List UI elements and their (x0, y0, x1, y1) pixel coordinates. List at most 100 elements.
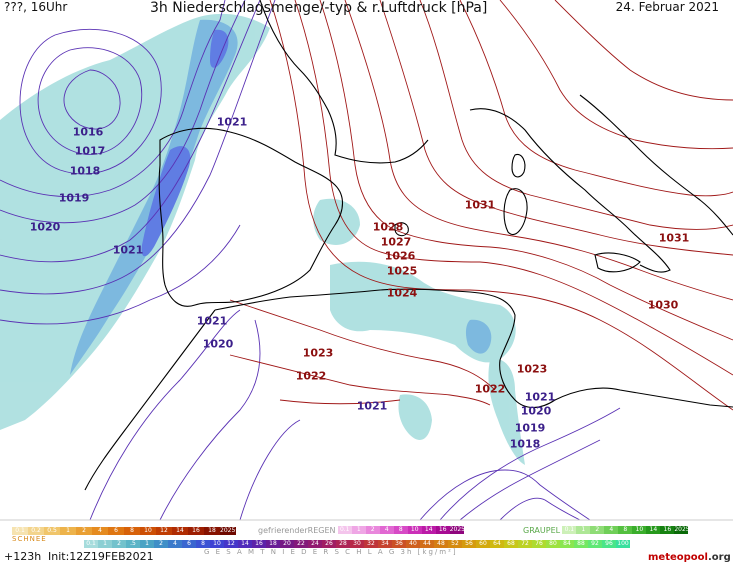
legend-total-label: G E S A M T N I E D E R S C H L A G 3h [… (204, 548, 458, 556)
map-title: 3h Niederschlagsmenge/-typ & r.Luftdruck… (150, 0, 488, 16)
legend-swatch: 100 (616, 540, 630, 548)
sardinia (503, 188, 528, 236)
isobar-label: 1023 (516, 362, 548, 376)
isobar-label: 1024 (386, 286, 418, 300)
legend-swatch: 44 (420, 540, 434, 548)
rain-core (141, 146, 191, 257)
legend-swatch: 40 (406, 540, 420, 548)
legend-swatch: 16 (660, 526, 675, 534)
legend-swatch: 6 (182, 540, 196, 548)
legend-swatch: 8 (393, 526, 408, 534)
legend-swatch: 10 (632, 526, 647, 534)
isobar-label: 1022 (295, 369, 327, 383)
rain-area-libya (488, 359, 525, 465)
isobar-label: 1021 (216, 115, 248, 129)
legend-swatch: 30 (350, 540, 364, 548)
legend-swatch: 18 (266, 540, 280, 548)
legend-swatch: 14 (172, 527, 188, 535)
legend-swatch: 32 (364, 540, 378, 548)
legend-swatch: 1 (576, 526, 591, 534)
legend-swatch: 10 (140, 527, 156, 535)
legend-fzrain: gefrierenderREGEN 0.1 1 2 4 8 10 14 16 2025+ (258, 526, 471, 535)
legend-swatch: 0.5 (44, 527, 60, 535)
legend-swatch: 12 (156, 527, 172, 535)
legend-swatch: 2025+ (220, 527, 241, 535)
isobar-label: 1021 (524, 390, 556, 404)
isobars-high (229, 0, 733, 411)
isobar-label: 1025 (386, 264, 418, 278)
legend-swatch: 1 (351, 526, 366, 534)
rain-area-algeria (465, 319, 492, 354)
legend-swatch: 96 (602, 540, 616, 548)
isobar-label: 1018 (69, 164, 101, 178)
legend-graupel-scale: 0.1 1 2 4 8 10 14 16 2025+ (562, 526, 695, 534)
isobar-label: 1026 (384, 249, 416, 263)
legend-swatch: 60 (476, 540, 490, 548)
legend-swatch: 48 (434, 540, 448, 548)
legend-swatch: 76 (532, 540, 546, 548)
legend-swatch: 16 (188, 527, 204, 535)
isobar-label: 1027 (380, 235, 412, 249)
legend-swatch: 2 (112, 540, 126, 548)
legend-swatch: 84 (560, 540, 574, 548)
legend-fzrain-label: gefrierenderREGEN (258, 526, 336, 535)
legend-swatch: 16 (252, 540, 266, 548)
isobars-low (0, 0, 621, 521)
isobar-label: 1021 (196, 314, 228, 328)
legend-swatch: 0.1 (562, 526, 577, 534)
legend-swatch: 22 (294, 540, 308, 548)
legend-swatch: 14 (421, 526, 436, 534)
legend-graupel: GRAUPEL 0.1 1 2 4 8 10 14 16 2025+ (523, 526, 695, 535)
header-time: ???, 16Uhr (4, 0, 68, 14)
rain-core-2 (210, 29, 229, 68)
legend-swatch: 6 (108, 527, 124, 535)
legend-swatch: 2025+ (449, 526, 471, 534)
africa-coast (214, 288, 733, 409)
isobar-label: 1020 (202, 337, 234, 351)
legend-swatch: 0.1 (12, 527, 28, 535)
isobar-label: 1016 (72, 125, 104, 139)
legend-snow-scale: 0.1 0.2 0.5 1 2 4 6 8 10 12 14 16 18 2025+ (12, 527, 241, 535)
legend-swatch: 0.1 (337, 526, 352, 534)
legend-swatch: 14 (646, 526, 661, 534)
legend-graupel-label: GRAUPEL (523, 526, 561, 535)
legend-swatch: 64 (490, 540, 504, 548)
legend-swatch: 52 (448, 540, 462, 548)
legend-swatch: 80 (546, 540, 560, 548)
isobar-label: 1019 (514, 421, 546, 435)
legend-snow-label: SCHNEE (12, 535, 47, 543)
brand-suffix: .org (707, 552, 731, 563)
legend-swatch: 14 (238, 540, 252, 548)
isobar-label: 1022 (474, 382, 506, 396)
isobar-label: 1017 (74, 144, 106, 158)
legend-swatch: 8 (618, 526, 633, 534)
legend-swatch: 16 (435, 526, 450, 534)
isobar-label: 1020 (29, 220, 61, 234)
legend-swatch: 1 (98, 540, 112, 548)
legend-swatch: 8 (196, 540, 210, 548)
isobar-label: 1028 (372, 220, 404, 234)
brand-name: meteopool (648, 552, 708, 563)
sicily (594, 252, 641, 273)
isobar-label: 1021 (356, 399, 388, 413)
header-date: 24. Februar 2021 (615, 0, 719, 14)
balearics (394, 222, 409, 237)
legend-swatch: 68 (504, 540, 518, 548)
legend-swatch: 2 (365, 526, 380, 534)
rain-area-atlantic-2 (0, 234, 56, 330)
legend-swatch: 88 (574, 540, 588, 548)
legend-swatch: 20 (280, 540, 294, 548)
legend-total: 0.1 1 2.5 1 2 4 6 8 10 12 14 16 18 20 22 24 26 28 30 32 34 36… (84, 540, 630, 556)
isobar-label: 1031 (658, 231, 690, 245)
legend-swatch: 8 (124, 527, 140, 535)
legend-swatch: 4 (168, 540, 182, 548)
coastlines (84, 0, 733, 491)
france-coast (259, 0, 429, 164)
balkan-coast (579, 94, 733, 236)
legend-swatch: 18 (204, 527, 220, 535)
isobar-label: 1019 (58, 191, 90, 205)
legend-swatch: 4 (604, 526, 619, 534)
isobar-label: 1030 (647, 298, 679, 312)
legend-swatch: 56 (462, 540, 476, 548)
